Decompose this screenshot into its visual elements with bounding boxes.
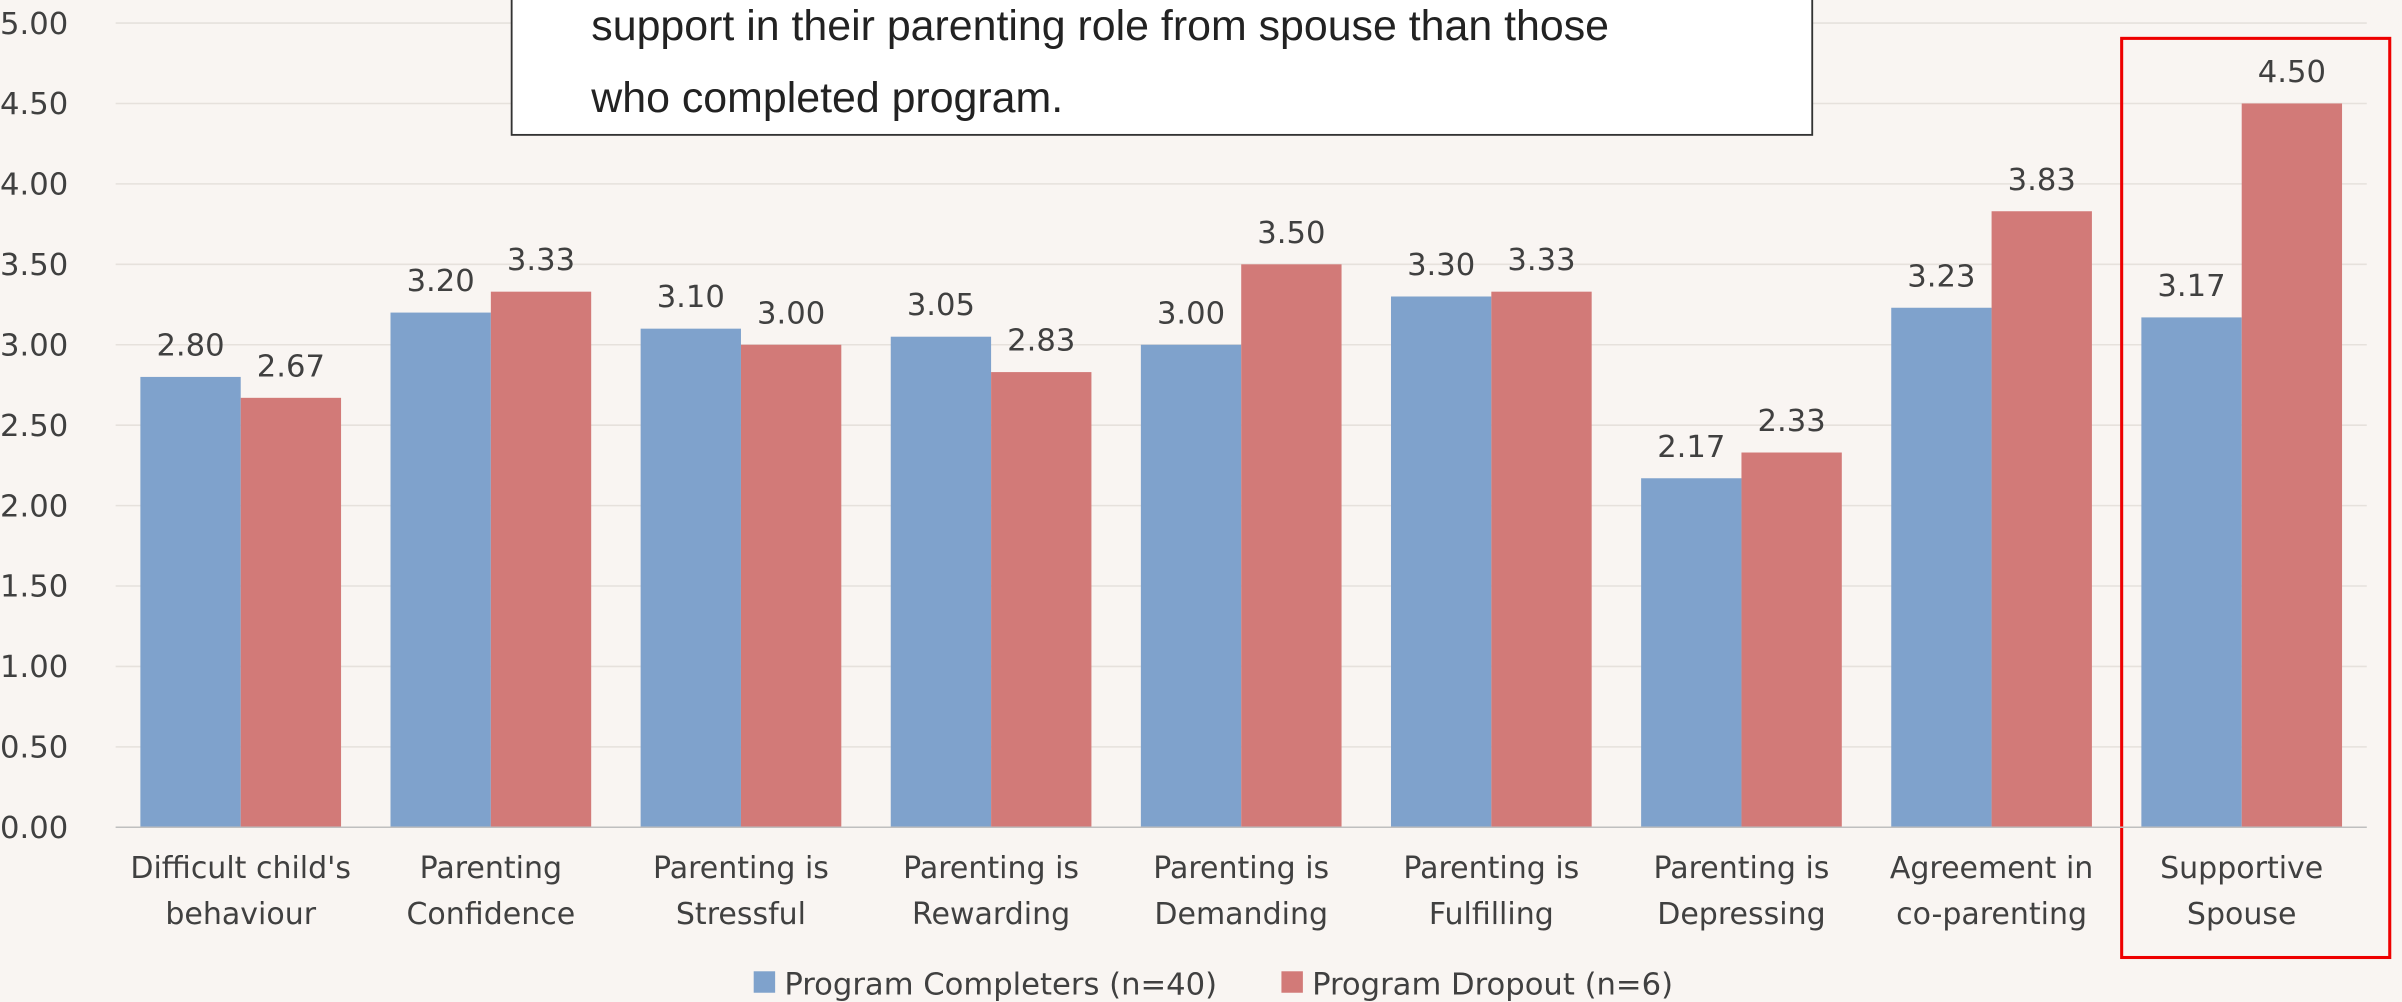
value-label: 3.00 [757, 296, 825, 331]
highlight-box [2120, 36, 2392, 960]
bar [2141, 317, 2242, 828]
bar [991, 372, 1092, 828]
x-tick-label: Parenting Confidence [406, 850, 576, 932]
bar [2241, 103, 2343, 828]
legend-label: Program Completers (n=40) [784, 967, 1217, 1002]
value-label: 3.83 [2008, 163, 2076, 198]
value-label: 3.17 [2157, 269, 2225, 304]
x-tick-label: Parenting is Depressing [1653, 850, 1830, 932]
x-tick-label: Parenting is Fulfilling [1403, 850, 1580, 932]
y-tick-label: 1.50 [0, 570, 68, 605]
y-tick-label: 2.50 [0, 409, 68, 444]
y-tick-label: 5.00 [0, 7, 68, 42]
bar [240, 397, 342, 828]
bar [1741, 452, 1842, 828]
value-label: 3.10 [657, 280, 725, 315]
value-label: 3.50 [1257, 216, 1325, 251]
y-tick-label: 4.50 [0, 87, 68, 122]
x-tick-label: Supportive Spouse [2160, 850, 2324, 932]
x-tick-label: Parenting is Stressful [652, 850, 829, 932]
value-label: 2.67 [257, 349, 325, 384]
x-tick-label: Parenting is Demanding [1153, 850, 1330, 932]
bar [640, 328, 741, 828]
x-tick-label: Parenting is Rewarding [903, 850, 1080, 932]
bar [1641, 478, 1742, 828]
y-tick-label: 1.00 [0, 650, 68, 685]
x-tick-label: Difficult child's behaviour [130, 850, 352, 932]
value-label: 2.80 [156, 328, 224, 363]
value-label: 3.30 [1407, 248, 1475, 283]
bar [1140, 344, 1242, 828]
value-label: 3.05 [907, 288, 975, 323]
legend-swatch [753, 971, 776, 993]
bar [390, 312, 491, 828]
value-label: 3.00 [1157, 296, 1225, 331]
bar [890, 336, 992, 828]
value-label: 3.33 [507, 243, 575, 278]
annotation-line: support in their parenting role from spo… [591, 2, 1609, 50]
value-label: 2.83 [1007, 324, 1075, 359]
value-label: 3.33 [1507, 243, 1575, 278]
bar [1241, 264, 1342, 828]
bar [1991, 211, 2092, 828]
bar [1491, 291, 1592, 828]
value-label: 3.23 [1907, 259, 1975, 294]
value-label: 2.17 [1657, 430, 1725, 465]
bar [740, 344, 842, 828]
legend-swatch [1281, 971, 1303, 993]
y-tick-label: 3.50 [0, 248, 68, 283]
bar [140, 376, 241, 828]
y-tick-label: 4.00 [0, 168, 68, 203]
bar [1390, 296, 1492, 828]
y-tick-label: 0.00 [0, 811, 68, 846]
x-tick-label: Agreement in co-parenting [1889, 850, 2094, 932]
annotation-line: who completed program. [590, 74, 1063, 122]
annotation-box [510, 0, 1814, 136]
y-tick-label: 3.00 [0, 328, 68, 363]
legend-label: Program Dropout (n=6) [1312, 967, 1673, 1002]
value-label: 2.33 [1758, 404, 1826, 439]
bar [1891, 307, 1992, 828]
y-tick-label: 2.00 [0, 489, 68, 524]
bar [490, 291, 592, 828]
value-label: 3.20 [407, 264, 475, 299]
y-tick-label: 0.50 [0, 731, 68, 766]
value-label: 4.50 [2258, 55, 2326, 90]
